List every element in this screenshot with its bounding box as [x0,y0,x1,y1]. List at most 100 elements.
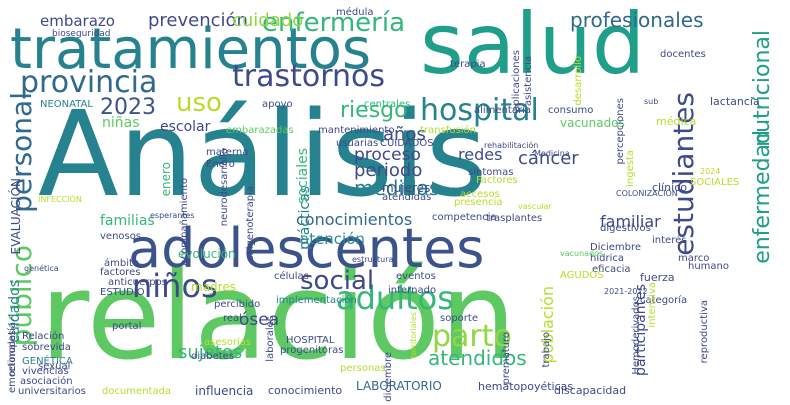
word-proceso: proceso [354,145,421,165]
word-transfusion: transfusión [420,125,477,136]
word-2021-2022: 2021-2022 [604,287,648,296]
word-consumo: consumo [548,105,594,116]
word-cuidado: cuidado [232,10,304,31]
word-diciembre: Diciembre [590,242,642,253]
word-medidas: medidas [354,176,440,200]
word-cuidados: CUIDADOS [380,138,434,149]
word-asociacion: asociación [20,376,73,387]
word-estudio: ESTUDIO [100,287,145,298]
word-conocimiento: conocimiento [268,384,343,397]
word-familias: familias [100,213,155,229]
word-sociales: SOCIALES [690,177,740,188]
word-parto: parto [432,319,512,354]
word-medula: médula [336,7,374,18]
word-competencia: competencia [432,212,497,223]
word-uso: uso [176,88,222,118]
word-medicina: Medicina [534,149,570,158]
word-progenitoras: progenitoras [280,345,344,356]
word-hematopoyeticas: hematopoyéticas [478,380,574,393]
word-lactancia: lactancia [710,95,760,108]
word-vacunados: vacunados [560,116,625,130]
word-redes: redes [458,145,503,164]
word-mujeres: mujeres [382,181,431,195]
word-celulas: células [274,271,309,282]
word-vivencias: vivencias [22,366,69,377]
word-riesgo: riesgo [340,98,408,123]
word-hemoderivados: Hemoderivados [631,296,642,375]
word-influencia: influencia [195,384,254,398]
word-hospital: HOSPITAL [286,335,335,346]
word-estructura: estructura [352,255,394,264]
word-enfermedad: enfermedad [750,130,775,264]
word-docentes: docentes [660,49,706,60]
word-anticuerpos: anticuerpos [108,277,167,288]
word-profesionales: profesionales [570,8,704,32]
word-diciembre: diciembre [383,352,394,402]
word-periodo: periodo [354,160,423,181]
word-factores: factores [100,267,141,278]
word-genetica: GENÉTICA [22,356,73,367]
word-laborales: laborales [265,316,276,362]
word-familiar: familiar [600,212,661,231]
word-trasplantes: trasplantes [486,213,543,224]
word-agudos: AGUDOS [560,270,604,281]
word-fuerza: fuerza [640,271,675,284]
word-clinico: clínico [652,181,687,194]
word-social: social [300,266,375,296]
word-percepciones: percepciones [615,98,626,165]
word-venosos: venosos [100,231,142,242]
word-analisis: Análisis [38,85,488,223]
word-percibido: percibido [214,299,261,310]
word-evaluacion: EVALUACIÓN [9,178,23,255]
word-asistencia: asistencia [523,56,534,107]
word-prevencion: prevención [148,10,248,31]
word-personas: personas [340,363,386,374]
word-sintomas: síntomas [468,167,514,178]
word-madres: madres [191,280,236,294]
word-acompanamiento: acompañamiento [179,178,190,266]
word-cancer: cáncer [518,148,579,169]
word-sujetos: sujetos [178,342,243,363]
word-neurodesarrollo: neurodesarrollo [219,148,230,227]
word-interes: interés [652,235,687,246]
word-humano: humano [688,261,730,272]
word-medica: médica [656,115,697,128]
word-sexual: sexual [38,361,71,372]
word-rehabilitacion: rehabilitación [484,141,539,150]
word-bioseguridad: bioseguridad [52,29,111,39]
word-territoriales: territoriales [409,312,418,359]
word-sociales: sociales [295,148,311,204]
word-aplicaciones: aplicaciones [511,50,522,112]
word-infeccion: INFECCIÓN [38,195,82,204]
word-relacion: relación [40,248,517,387]
word-2023: 2023 [100,95,156,120]
word-terapia: terapia [450,59,486,70]
word-esperantes: esperantes [150,211,195,220]
word-discapacidad: discapacidad [554,384,627,397]
word-universitarios: universitarios [18,386,86,397]
word-usuarias: usuarias [336,138,379,149]
word-materna: materna [206,147,249,158]
word-atendidas: atendidas [382,192,432,203]
word-apoyo: apoyo [262,99,293,110]
word-retinopatia: retinopatía [7,322,18,377]
word-reproductiva: reproductiva [699,300,710,364]
word-eficacia: eficacia [592,264,631,275]
word-portal: portal [112,321,142,332]
word-enfermeria: enfermería [262,8,406,38]
word-asesorias: asesorías [204,337,252,348]
word-factores: Factores [476,175,518,186]
word-accesos: accesos [460,189,500,200]
word-atencion: atención [300,230,365,248]
word-digestivos: digestivos [600,223,651,234]
word-trastornos: trastornos [232,59,386,94]
word-adultos: adultos [336,279,454,317]
word-evolucion: evolución [178,247,236,261]
word-embarazo: embarazo [40,12,115,30]
word-hospital: hospital [420,93,539,128]
word-enero: Enero [206,159,235,170]
word-conocimientos: conocimientos [296,210,413,229]
word-vacunados: vacunados [560,249,604,258]
word-salud: salud [420,0,646,93]
